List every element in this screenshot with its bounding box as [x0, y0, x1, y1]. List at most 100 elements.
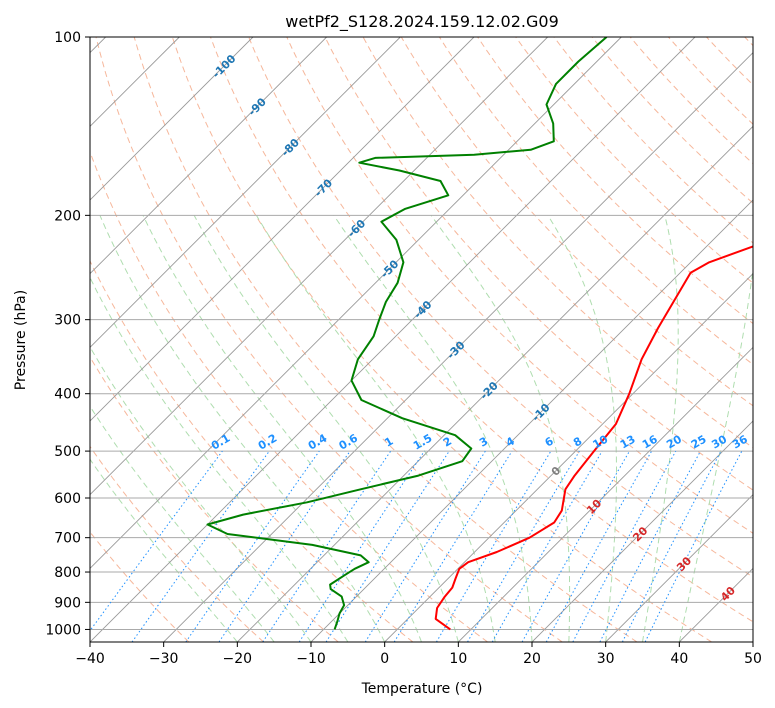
chart-title: wetPf2_S128.2024.159.12.02.G09 — [285, 12, 559, 32]
dry-adiabat-line — [553, 37, 753, 244]
dry-adiabat-line — [744, 37, 753, 47]
isotherm-line — [310, 199, 753, 642]
moist-adiabat-line — [642, 215, 679, 642]
mixing-ratio-label: 3 — [477, 435, 490, 450]
isotherm-line — [237, 125, 753, 642]
isotherm-line — [90, 37, 622, 569]
y-tick-label: 1000 — [45, 622, 81, 638]
dry-adiabat-line — [324, 37, 753, 491]
mixing-ratio-label: 0.2 — [256, 432, 279, 453]
isotherm-label: -100 — [210, 52, 239, 81]
mixing-ratio-line — [262, 450, 392, 642]
dry-adiabat-line — [133, 37, 638, 642]
moist-adiabat-line — [430, 215, 571, 642]
isotherm-label: 40 — [718, 584, 738, 604]
dry-adiabat-line — [90, 356, 339, 642]
plot-area — [90, 37, 753, 642]
y-tick-label: 800 — [54, 565, 81, 581]
dry-adiabat-line — [95, 37, 563, 642]
moist-adiabat-line — [90, 345, 312, 642]
mixing-ratio-line — [467, 450, 580, 642]
mixing-ratio-label: 20 — [664, 432, 684, 451]
dry-adiabat-line — [515, 37, 753, 284]
isotherm-line — [90, 37, 696, 642]
y-tick-label: 200 — [54, 208, 81, 224]
isotherm-label: -90 — [246, 95, 269, 118]
dry-adiabat-line — [90, 150, 488, 642]
isotherm-label: 30 — [674, 554, 694, 574]
mixing-ratio-line — [435, 450, 552, 642]
isotherm-line — [679, 567, 753, 642]
mixing-ratio-label: 30 — [709, 432, 729, 451]
x-tick-label: −30 — [149, 651, 179, 667]
y-axis-label: Pressure (hPa) — [13, 290, 29, 390]
y-tick-label: 500 — [54, 444, 81, 460]
isotherm-label: 0 — [549, 464, 564, 479]
isotherm-label: 20 — [630, 524, 650, 544]
moist-adiabat-line — [547, 215, 617, 642]
mixing-ratio-line — [325, 450, 450, 642]
x-tick-label: 20 — [523, 651, 541, 667]
x-tick-label: 30 — [597, 651, 615, 667]
isotherm-line — [90, 37, 327, 275]
isotherm-line — [605, 494, 753, 642]
mixing-ratio-label: 16 — [640, 432, 660, 451]
mixing-ratio-line — [599, 450, 701, 642]
moist-adiabat-line — [678, 265, 753, 642]
isotherm-label: -70 — [312, 176, 335, 199]
dry-adiabat-line — [668, 37, 753, 125]
y-tick-label: 700 — [54, 531, 81, 547]
mixing-ratio-line — [185, 450, 320, 642]
isotherm-label: 10 — [584, 497, 604, 517]
y-tick-label: 600 — [54, 491, 81, 507]
mixing-ratio-line — [393, 450, 513, 642]
isotherm-line — [458, 346, 753, 642]
mixing-ratio-label: 1 — [382, 435, 395, 450]
isotherm-line — [90, 37, 548, 496]
isotherm-label: -30 — [444, 338, 467, 361]
dry-adiabat-line — [90, 445, 264, 642]
mixing-ratio-label: 8 — [571, 435, 584, 450]
isotherm-label: -10 — [529, 401, 552, 424]
mixing-ratio-label: 25 — [689, 433, 709, 452]
mixing-ratio-line — [131, 450, 270, 642]
y-tick-label: 100 — [54, 30, 81, 46]
isotherm-line — [163, 52, 753, 642]
moist-adiabat-line — [142, 215, 422, 642]
dry-adiabat-line — [591, 37, 753, 204]
mixing-ratio-label: 13 — [618, 433, 638, 452]
mixing-ratio-label: 0.4 — [306, 431, 330, 452]
x-tick-label: −40 — [75, 651, 105, 667]
moist-adiabat-line — [193, 215, 459, 642]
mixing-ratio-line — [521, 450, 630, 642]
mixing-ratio-label: 0.1 — [209, 432, 232, 453]
dry-adiabat-line — [171, 37, 712, 642]
dry-adiabat-line — [210, 37, 753, 623]
moist-adiabat-line — [99, 215, 386, 642]
isotherm-line — [90, 37, 401, 348]
dewpoint-profile-line — [206, 37, 608, 630]
temperature-profile-line — [434, 245, 753, 631]
dry-adiabat-line — [286, 37, 753, 534]
moist-adiabat-line — [90, 458, 238, 642]
y-tick-label: 400 — [54, 387, 81, 403]
x-tick-label: 10 — [449, 651, 467, 667]
x-tick-label: 0 — [380, 651, 389, 667]
moist-adiabat-line — [255, 215, 496, 642]
dry-adiabat-line — [706, 37, 753, 86]
isotherm-label: -20 — [478, 379, 501, 402]
mixing-ratio-label: 36 — [730, 432, 750, 451]
moist-adiabat-line — [90, 405, 275, 642]
dry-adiabat-line — [248, 37, 753, 578]
x-tick-label: −20 — [223, 651, 253, 667]
isotherm-line — [90, 37, 254, 201]
y-tick-label: 300 — [54, 313, 81, 329]
isotherm-line — [90, 37, 475, 422]
x-tick-label: 40 — [670, 651, 688, 667]
x-tick-label: 50 — [744, 651, 762, 667]
mixing-ratio-line — [572, 450, 677, 642]
plot-frame — [89, 36, 754, 643]
mixing-ratio-line — [218, 450, 351, 642]
